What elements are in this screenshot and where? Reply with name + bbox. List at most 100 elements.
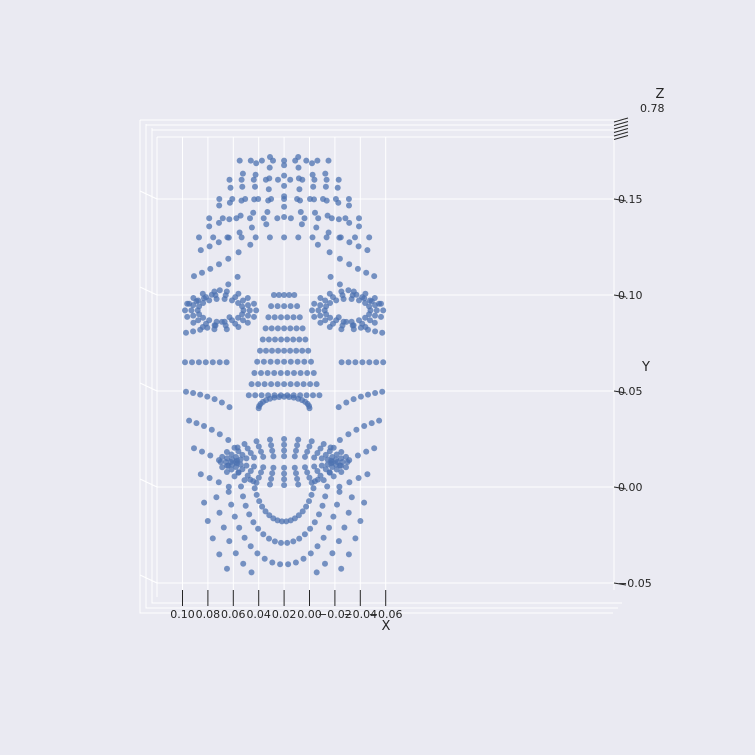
- mouth-point: [326, 469, 333, 476]
- chin-point: [261, 555, 268, 562]
- left-eye-point: [240, 297, 246, 304]
- left-eye-point: [245, 302, 251, 309]
- mouth-point: [269, 447, 276, 454]
- mouth-point: [268, 475, 275, 482]
- nose-point: [286, 292, 293, 298]
- nose-point: [296, 314, 303, 321]
- mouth-point: [235, 448, 242, 455]
- left-eye-point: [240, 317, 246, 324]
- forehead-point: [262, 176, 269, 183]
- face-outline-point: [314, 241, 321, 248]
- y-grid-perspective: [139, 574, 158, 584]
- face-outline-point: [356, 223, 362, 230]
- left-eye-point: [235, 314, 242, 321]
- mouth-point: [317, 445, 324, 452]
- chin-point: [220, 524, 227, 531]
- mouth-point: [251, 454, 257, 461]
- mouth-point: [269, 470, 276, 477]
- mouth-point: [343, 453, 349, 460]
- y-grid-perspective: [139, 382, 158, 392]
- mouth-point: [338, 449, 345, 455]
- forehead-point: [309, 234, 316, 241]
- chin-point: [201, 499, 208, 506]
- right-eye-point: [333, 317, 340, 324]
- face-outline-point: [206, 223, 213, 230]
- chin-point: [292, 559, 299, 566]
- y-tick-mark: [613, 582, 627, 586]
- chin-point: [204, 518, 211, 524]
- chin-point: [361, 499, 368, 506]
- left-eye-point: [253, 307, 260, 314]
- chin-point: [236, 524, 243, 531]
- nose-point: [287, 325, 294, 332]
- chin-point: [250, 519, 257, 526]
- face-outline-point: [355, 243, 362, 250]
- x-tick-label: 0.00: [297, 608, 322, 621]
- nose-point: [294, 303, 301, 310]
- z-tick-mark: [613, 128, 629, 133]
- nose-point: [267, 358, 274, 365]
- chin-point: [308, 491, 315, 498]
- face-outline-point: [313, 224, 320, 231]
- z-tick-mark: [613, 121, 629, 126]
- mouth-point: [291, 464, 298, 471]
- chin-point: [324, 483, 331, 490]
- face-outline-point: [345, 287, 352, 294]
- face-outline-point: [236, 229, 243, 236]
- forehead-point: [328, 215, 335, 222]
- face-outline-point: [368, 420, 375, 427]
- chin-point: [225, 488, 232, 495]
- face-outline-point: [186, 417, 193, 424]
- chin-point: [241, 534, 248, 541]
- x-axis-label: X: [382, 619, 391, 634]
- nose-point: [264, 370, 271, 376]
- mouth-point: [281, 441, 288, 448]
- left-eye-point: [184, 300, 191, 307]
- face-outline-point: [209, 359, 216, 366]
- mouth-point: [228, 466, 235, 473]
- face-outline-point: [363, 269, 370, 276]
- forehead-point: [274, 215, 281, 222]
- face-outline-point: [336, 483, 343, 490]
- nose-point: [310, 392, 316, 399]
- face-outline-point: [295, 164, 302, 171]
- face-outline-point: [334, 184, 341, 191]
- face-outline-point: [346, 239, 353, 246]
- mouth-point: [219, 453, 226, 460]
- chin-point: [216, 551, 223, 558]
- face-outline-point: [312, 209, 318, 216]
- chin-point: [326, 524, 332, 531]
- chin-point: [299, 508, 306, 515]
- x-tick-label: −0.02: [318, 608, 352, 621]
- face-outline-point: [327, 273, 334, 280]
- right-eye-point: [356, 317, 362, 324]
- nose-point: [263, 347, 269, 354]
- mouth-point: [338, 462, 345, 469]
- nose-point: [254, 358, 261, 365]
- face-outline-point: [216, 219, 222, 226]
- z-tick-label: 0.78: [640, 102, 665, 115]
- face-outline-point: [281, 214, 288, 220]
- chin-point: [256, 498, 263, 505]
- chin-point: [255, 525, 262, 532]
- mouth-point: [281, 436, 288, 442]
- mouth-point: [304, 448, 311, 455]
- forehead-point: [323, 234, 330, 241]
- mouth-point: [320, 441, 327, 447]
- chin-point: [314, 543, 321, 550]
- face-outline-point: [197, 471, 204, 478]
- face-outline-point: [226, 404, 233, 411]
- forehead-point: [224, 234, 231, 241]
- nose-point: [265, 336, 272, 343]
- nostril-point: [281, 393, 288, 400]
- chin-point: [240, 560, 247, 567]
- face-outline-point: [189, 359, 195, 366]
- face-outline-point: [346, 219, 353, 226]
- x-axis-ticks: 0.10 0.08 0.06 0.04 0.02 0.00−0.02−0.04−0.06: [170, 590, 403, 621]
- nostril-point: [286, 394, 293, 400]
- mouth-point: [235, 469, 242, 476]
- pane-edge-left-bottom-2: [145, 124, 618, 609]
- nose-point: [304, 370, 311, 376]
- face-outline-point: [373, 359, 380, 366]
